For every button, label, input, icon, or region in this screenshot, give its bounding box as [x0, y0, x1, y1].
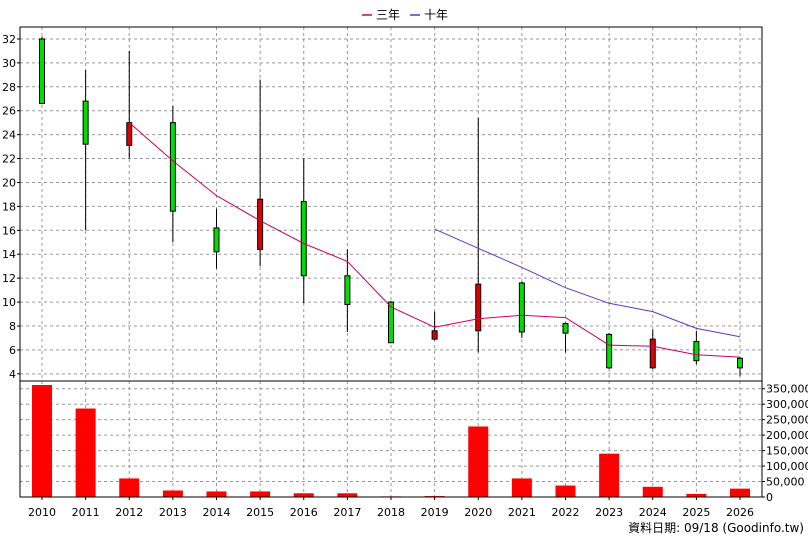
- candle-body: [693, 341, 700, 362]
- price-tick-label: 16: [2, 224, 16, 237]
- x-tick-label: 2012: [115, 506, 143, 519]
- x-tick-label: 2019: [421, 506, 449, 519]
- candle-body: [737, 357, 743, 369]
- price-tick-label: 26: [2, 105, 16, 118]
- volume-bar: [555, 485, 576, 497]
- x-tick-label: 2024: [639, 506, 667, 519]
- candlesticks: [39, 36, 743, 377]
- price-tick-label: 4: [9, 368, 16, 381]
- ma-line: [128, 122, 741, 358]
- x-tick-label: 2011: [72, 506, 100, 519]
- x-tick-label: 2020: [464, 506, 492, 519]
- volume-tick-label: 350,000: [766, 383, 808, 396]
- volume-bar: [468, 426, 489, 497]
- volume-bar: [642, 486, 663, 497]
- candle-body: [300, 201, 307, 277]
- price-tick-label: 28: [2, 81, 16, 94]
- x-tick-label: 2016: [290, 506, 318, 519]
- candle-body: [82, 100, 89, 145]
- volume-tick-label: 100,000: [766, 460, 808, 473]
- candle-body: [39, 38, 45, 105]
- volume-tick-label: 200,000: [766, 429, 808, 442]
- x-tick-label: 2018: [377, 506, 405, 519]
- volume-bar: [337, 493, 358, 497]
- candle-body: [126, 122, 133, 146]
- price-tick-label: 12: [2, 272, 16, 285]
- x-tick-label: 2026: [726, 506, 754, 519]
- price-tick-label: 22: [2, 153, 16, 166]
- price-tick-label: 20: [2, 176, 16, 189]
- ma-line: [434, 228, 741, 338]
- grid: [20, 27, 762, 497]
- volume-bar: [599, 453, 620, 497]
- volume-bar: [206, 491, 227, 497]
- price-tick-label: 18: [2, 200, 16, 213]
- volume-tick-label: 300,000: [766, 398, 808, 411]
- price-tick-label: 30: [2, 57, 16, 70]
- candle-body: [518, 282, 525, 333]
- x-tick-label: 2015: [246, 506, 274, 519]
- price-tick-label: 8: [9, 320, 16, 333]
- x-tick-label: 2025: [682, 506, 710, 519]
- legend-label: 十年: [424, 8, 448, 22]
- candle-body: [169, 122, 176, 212]
- x-tick-label: 2023: [595, 506, 623, 519]
- price-tick-label: 32: [2, 33, 16, 46]
- price-tick-label: 24: [2, 129, 16, 142]
- axes: 468101214161820222426283032050,000100,00…: [2, 26, 808, 519]
- x-tick-label: 2022: [552, 506, 580, 519]
- candle-body: [606, 333, 613, 369]
- volume-bar: [119, 478, 140, 497]
- volume-bar: [250, 491, 271, 497]
- candle-body: [388, 301, 394, 344]
- x-tick-label: 2013: [159, 506, 187, 519]
- candle-body: [649, 338, 656, 369]
- candle-body: [257, 198, 264, 250]
- volume-bars: [32, 385, 750, 497]
- candle-body: [475, 283, 482, 332]
- volume-bar: [162, 490, 183, 497]
- candle-body: [213, 227, 220, 253]
- price-tick-label: 10: [2, 296, 16, 309]
- candle-body: [562, 323, 569, 334]
- candle-body: [431, 330, 438, 340]
- volume-bar: [730, 488, 750, 497]
- volume-tick-label: 250,000: [766, 414, 808, 427]
- volume-tick-label: 0: [766, 491, 773, 504]
- x-tick-label: 2014: [203, 506, 231, 519]
- legend-label: 三年: [376, 8, 400, 22]
- price-tick-label: 14: [2, 248, 16, 261]
- moving-average-lines: [128, 122, 741, 358]
- x-tick-label: 2010: [28, 506, 56, 519]
- volume-bar: [293, 493, 314, 497]
- x-tick-label: 2021: [508, 506, 536, 519]
- x-tick-label: 2017: [333, 506, 361, 519]
- candle-body: [344, 275, 351, 305]
- price-tick-label: 6: [9, 344, 16, 357]
- volume-bar: [32, 385, 52, 497]
- legend: 三年 十年: [362, 8, 448, 22]
- volume-bar: [75, 408, 96, 497]
- volume-tick-label: 50,000: [766, 476, 805, 489]
- volume-bar: [686, 493, 707, 497]
- volume-bar: [511, 478, 532, 497]
- volume-tick-label: 150,000: [766, 445, 808, 458]
- source-note: 資料日期: 09/18 (Goodinfo.tw): [628, 521, 804, 535]
